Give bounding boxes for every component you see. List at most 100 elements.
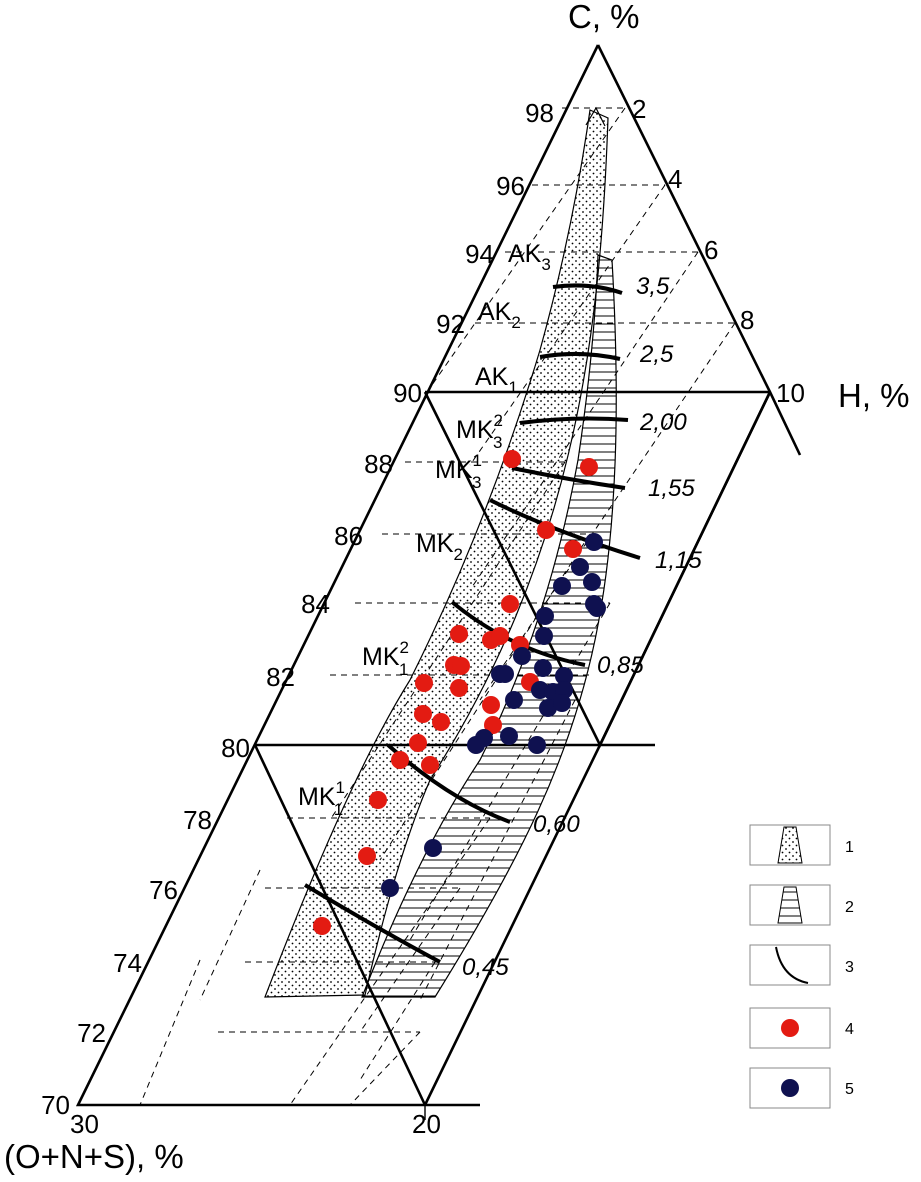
- carbon-tick: 86: [334, 521, 363, 551]
- carbon-tick: 94: [465, 239, 494, 269]
- red-sample-point: [501, 595, 519, 613]
- blue-sample-point: [381, 879, 399, 897]
- blue-sample-point: [496, 665, 514, 683]
- zone-2-hatched-band: [361, 254, 617, 998]
- carbon-tick: 84: [301, 589, 330, 619]
- legend-label-1: 1: [845, 839, 854, 856]
- legend-label-4: 4: [845, 1021, 854, 1038]
- blue-sample-point: [555, 667, 573, 685]
- legend-label-2: 2: [845, 899, 854, 916]
- blue-sample-point: [585, 533, 603, 551]
- legend-item-3: 3: [749, 944, 854, 986]
- isoline-label: 3,5: [636, 273, 670, 300]
- red-sample-point: [409, 734, 427, 752]
- triangle-frame: [75, 44, 802, 1120]
- red-sample-point: [482, 696, 500, 714]
- blue-sample-point: [553, 577, 571, 595]
- red-sample-point: [358, 847, 376, 865]
- red-sample-point: [491, 627, 509, 645]
- legend-item-4: 4: [749, 1007, 854, 1049]
- zone-1-dotted-band: [264, 109, 609, 998]
- red-sample-point: [564, 540, 582, 558]
- stage-label-mk1-2: MK2 1: [362, 638, 409, 679]
- blue-sample-point: [534, 659, 552, 677]
- hydrogen-tick-labels: 2 4 6 8 10: [632, 94, 805, 408]
- stage-label-mk3-2: MK2 3: [456, 411, 503, 452]
- blue-sample-points: [381, 533, 606, 897]
- red-sample-points: [313, 450, 598, 935]
- isoline-label: 0,85: [597, 652, 644, 679]
- carbon-tick: 82: [266, 662, 295, 692]
- hydrogen-axis-title: H, %: [838, 377, 910, 414]
- blue-sample-point: [424, 839, 442, 857]
- carbon-tick: 70: [41, 1090, 70, 1120]
- carbon-tick: 92: [436, 309, 465, 339]
- red-sample-point: [450, 625, 468, 643]
- stage-label-ak2: AK2: [478, 298, 521, 332]
- red-sample-point: [432, 713, 450, 731]
- blue-sample-point: [536, 607, 554, 625]
- legend-label-5: 5: [845, 1081, 854, 1098]
- isoline-label: 2,5: [639, 341, 674, 368]
- red-sample-point: [421, 756, 439, 774]
- bottom-tick-20: 20: [412, 1109, 441, 1139]
- hydrogen-tick: 4: [668, 164, 682, 194]
- carbon-tick: 78: [183, 805, 212, 835]
- blue-sample-point: [467, 736, 485, 754]
- hydrogen-tick: 8: [740, 305, 754, 335]
- blue-sample-point: [553, 694, 571, 712]
- red-sample-point: [369, 791, 387, 809]
- legend-item-2: 2: [749, 884, 854, 926]
- red-sample-point: [450, 679, 468, 697]
- red-sample-point: [580, 458, 598, 476]
- arrowhead-icon: [585, 106, 606, 127]
- legend-item-5: 5: [749, 1067, 854, 1109]
- isoline-label: 1,55: [648, 475, 695, 502]
- blue-sample-point: [513, 647, 531, 665]
- red-sample-point: [503, 450, 521, 468]
- stage-labels: AK3 AK2 AK1 MK2 3 MK1 3 MK2 MK2 1 MK1 1: [298, 240, 551, 819]
- stage-label-mk1-1: MK1 1: [298, 778, 345, 819]
- red-sample-point: [391, 751, 409, 769]
- carbon-tick: 76: [149, 875, 178, 905]
- hydrogen-tick: 6: [704, 235, 718, 265]
- blue-sample-point: [535, 627, 553, 645]
- carbon-tick-labels: 98 96 94 92 90 88 86 84 82 80 78 76 74 7…: [41, 98, 554, 1120]
- blue-sample-point: [571, 558, 589, 576]
- carbon-tick: 80: [221, 733, 250, 763]
- carbon-tick: 88: [364, 449, 393, 479]
- isoline-label: 1,15: [655, 547, 702, 574]
- stage-label-ak3: AK3: [508, 240, 551, 274]
- isoline-label: 0,45: [462, 954, 509, 981]
- bottom-tick-30: 30: [70, 1109, 99, 1139]
- legend-item-1: 1: [749, 824, 854, 866]
- isoline-label: 0,60: [533, 811, 580, 838]
- isoline-label: 2,00: [639, 409, 687, 436]
- blue-sample-point: [539, 699, 557, 717]
- hydrogen-tick: 10: [776, 378, 805, 408]
- red-sample-point: [414, 705, 432, 723]
- isoline-value-labels: 3,5 2,5 2,00 1,55 1,15 0,85 0,60 0,45: [462, 273, 702, 981]
- red-sample-point: [415, 674, 433, 692]
- hydrogen-tick: 2: [632, 94, 646, 124]
- legend-label-3: 3: [845, 959, 854, 976]
- carbon-tick: 90: [393, 378, 422, 408]
- stage-label-mk2: MK2: [416, 530, 463, 564]
- blue-sample-point: [583, 573, 601, 591]
- stage-label-ak1: AK1: [475, 363, 518, 397]
- legend: 1 2 3 4 5: [749, 824, 854, 1109]
- blue-sample-point: [528, 736, 546, 754]
- stage-label-mk3-1: MK1 3: [435, 451, 482, 492]
- red-sample-point: [452, 657, 470, 675]
- blue-sample-point: [505, 691, 523, 709]
- carbon-axis-title: C, %: [568, 0, 640, 35]
- blue-sample-point: [500, 727, 518, 745]
- carbon-tick: 74: [113, 948, 142, 978]
- heteroatom-axis-title: (O+N+S), %: [4, 1138, 184, 1175]
- red-sample-point: [484, 716, 502, 734]
- blue-sample-point: [588, 599, 606, 617]
- carbon-tick: 72: [77, 1018, 106, 1048]
- red-sample-point: [537, 521, 555, 539]
- red-sample-point: [313, 917, 331, 935]
